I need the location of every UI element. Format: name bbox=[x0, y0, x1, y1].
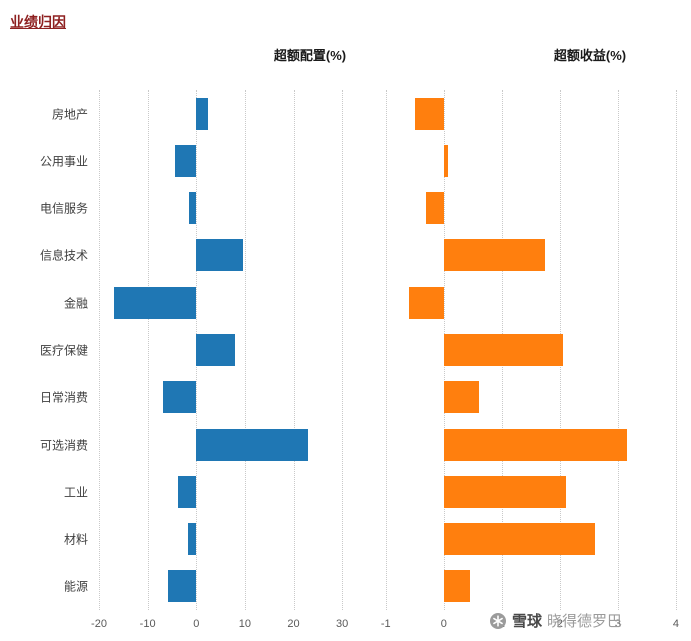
bar-日常消费 bbox=[163, 381, 197, 414]
x-axis-tick-label: -20 bbox=[91, 618, 107, 630]
category-label-信息技术: 信息技术 bbox=[39, 248, 88, 263]
bar-电信服务 bbox=[188, 192, 197, 225]
bar-金融 bbox=[113, 286, 197, 319]
bar-电信服务 bbox=[426, 192, 444, 225]
x-axis-tick-label: 0 bbox=[193, 618, 200, 630]
bar-材料 bbox=[188, 523, 197, 556]
page-title: 业绩归因 bbox=[10, 14, 66, 30]
chart-title-excess-return: 超额收益(%) bbox=[553, 48, 627, 63]
x-axis-tick-label: 20 bbox=[287, 618, 300, 630]
category-label-电信服务: 电信服务 bbox=[39, 201, 88, 216]
bar-可选消费 bbox=[443, 428, 627, 461]
bar-房地产 bbox=[196, 97, 209, 130]
gridline bbox=[99, 90, 100, 610]
bar-医疗保健 bbox=[196, 334, 236, 366]
x-axis-tick-label: 0 bbox=[440, 618, 447, 630]
bar-公用事业 bbox=[443, 144, 448, 177]
x-axis-tick-label: 2 bbox=[556, 618, 563, 630]
category-label-材料: 材料 bbox=[63, 532, 88, 547]
bar-金融 bbox=[408, 286, 444, 319]
chart-title-excess-allocation: 超额配置(%) bbox=[273, 48, 347, 63]
bar-医疗保健 bbox=[443, 334, 563, 366]
plot-excess-allocation: -20 -10 0 10 20 30 bbox=[91, 90, 348, 630]
plot-excess-return: -101234 bbox=[373, 90, 680, 630]
bar-公用事业 bbox=[175, 144, 197, 177]
category-label-金融: 金融 bbox=[63, 296, 88, 311]
bar-材料 bbox=[443, 523, 595, 556]
category-label-工业: 工业 bbox=[63, 485, 88, 500]
gridline bbox=[293, 90, 295, 610]
gridline bbox=[385, 90, 387, 610]
x-axis-tick-label: 3 bbox=[614, 618, 621, 630]
category-label-能源: 能源 bbox=[63, 579, 88, 594]
gridline bbox=[675, 90, 677, 610]
watermark: 雪球 晓得德罗巴 bbox=[489, 610, 622, 631]
bar-信息技术 bbox=[443, 239, 546, 272]
snowball-logo-icon bbox=[489, 612, 507, 630]
gridline bbox=[617, 90, 619, 610]
x-axis-tick-label: -10 bbox=[139, 618, 156, 630]
category-label-公用事业: 公用事业 bbox=[39, 154, 88, 169]
bar-可选消费 bbox=[196, 428, 309, 461]
bar-能源 bbox=[443, 570, 470, 603]
category-label-房地产: 房地产 bbox=[51, 107, 88, 122]
gridline bbox=[147, 90, 149, 610]
bar-工业 bbox=[443, 475, 566, 508]
watermark-username: 晓得德罗巴 bbox=[547, 613, 623, 630]
x-axis-tick-label: 10 bbox=[238, 618, 251, 630]
category-label-可选消费: 可选消费 bbox=[39, 438, 88, 453]
gridline bbox=[244, 90, 246, 610]
category-label-日常消费: 日常消费 bbox=[39, 390, 88, 405]
x-axis-tick-label: -1 bbox=[380, 618, 391, 630]
bar-日常消费 bbox=[443, 381, 479, 414]
bar-工业 bbox=[178, 475, 197, 508]
gridline bbox=[342, 90, 344, 610]
x-axis-tick-label: 30 bbox=[336, 618, 349, 630]
bar-房地产 bbox=[414, 97, 444, 130]
x-axis-tick-label: 4 bbox=[672, 618, 679, 630]
watermark-brand: 雪球 bbox=[512, 613, 543, 630]
category-label-医疗保健: 医疗保健 bbox=[39, 343, 88, 358]
bar-能源 bbox=[168, 570, 197, 603]
bar-信息技术 bbox=[196, 239, 244, 272]
